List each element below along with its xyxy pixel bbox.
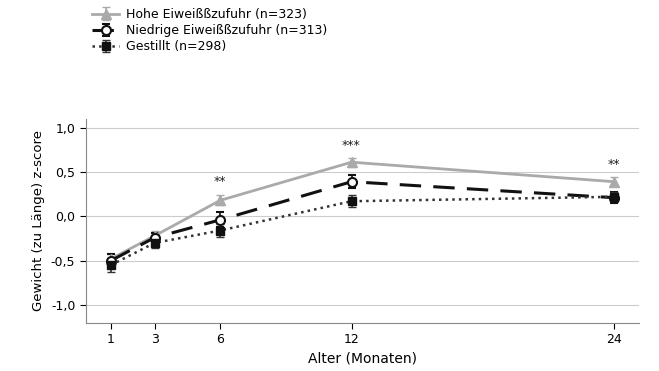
Y-axis label: Gewicht (zu Länge) z-score: Gewicht (zu Länge) z-score [32, 130, 45, 311]
Text: **: ** [214, 175, 227, 188]
Legend: Hohe Eiweißßzufuhr (n=323), Niedrige Eiweißßzufuhr (n=313), Gestillt (n=298): Hohe Eiweißßzufuhr (n=323), Niedrige Eiw… [92, 8, 327, 53]
X-axis label: Alter (Monaten): Alter (Monaten) [308, 352, 417, 366]
Text: ***: *** [342, 138, 361, 151]
Text: **: ** [608, 158, 620, 171]
